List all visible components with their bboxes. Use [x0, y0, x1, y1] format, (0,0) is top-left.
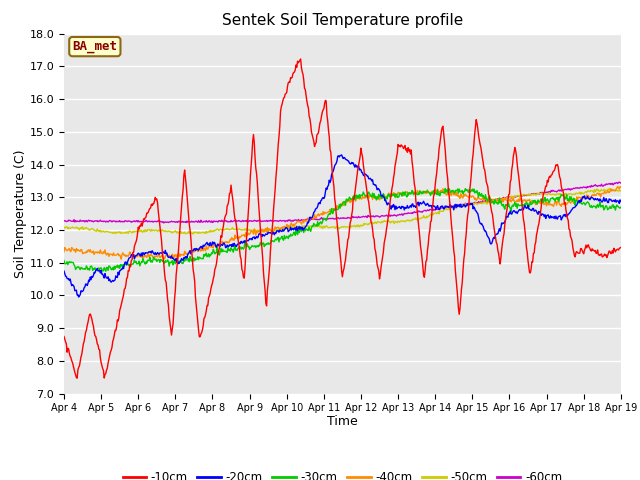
Y-axis label: Soil Temperature (C): Soil Temperature (C) — [13, 149, 27, 278]
X-axis label: Time: Time — [327, 415, 358, 428]
Text: BA_met: BA_met — [72, 40, 117, 53]
Legend: -10cm, -20cm, -30cm, -40cm, -50cm, -60cm: -10cm, -20cm, -30cm, -40cm, -50cm, -60cm — [118, 466, 567, 480]
Title: Sentek Soil Temperature profile: Sentek Soil Temperature profile — [222, 13, 463, 28]
